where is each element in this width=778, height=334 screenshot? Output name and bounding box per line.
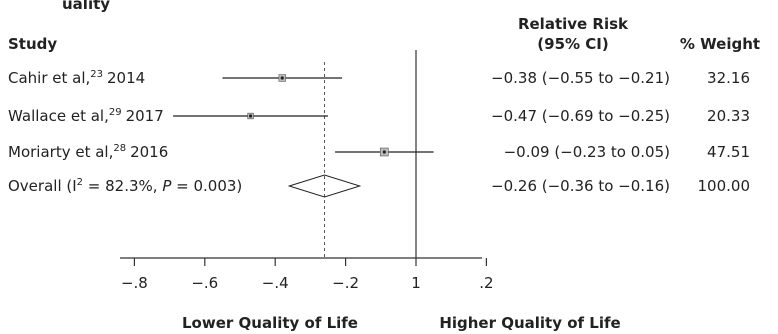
lower-quality-label: Lower Quality of Life — [182, 314, 358, 332]
x-tick-label: −.6 — [191, 274, 218, 292]
higher-quality-label: Higher Quality of Life — [439, 314, 620, 332]
study-label: Cahir et al,23 2014 — [8, 69, 145, 87]
point-estimate — [280, 76, 284, 80]
x-tick-label: 1 — [411, 274, 421, 292]
weight-column-header: % Weight — [680, 35, 760, 53]
chart-title-fragment: uality — [62, 0, 110, 13]
weight-value: 47.51 — [707, 143, 750, 161]
plot-marks: −.8 −.6 −.4 −.2 1 .2 — [120, 50, 494, 292]
weight-value: 32.16 — [707, 69, 750, 87]
point-estimate — [248, 114, 253, 118]
study-label: Wallace et al,29 2017 — [8, 107, 164, 125]
study-label: Moriarty et al,28 2016 — [8, 143, 168, 161]
ci-header: (95% CI) — [537, 35, 608, 53]
study-column-header: Study — [8, 35, 57, 53]
weight-value: 20.33 — [707, 107, 750, 125]
x-tick-label: .2 — [479, 274, 493, 292]
x-tick-label: −.2 — [332, 274, 359, 292]
ci-value: −0.47 (−0.69 to −0.25) — [491, 107, 670, 125]
relative-risk-header: Relative Risk — [518, 15, 629, 33]
ci-value: −0.09 (−0.23 to 0.05) — [504, 143, 670, 161]
x-tick-label: −.4 — [262, 274, 289, 292]
ci-value: −0.38 (−0.55 to −0.21) — [491, 69, 670, 87]
overall-ci-value: −0.26 (−0.36 to −0.16) — [491, 177, 670, 195]
overall-weight-value: 100.00 — [698, 177, 751, 195]
point-estimate — [382, 150, 386, 154]
x-tick-label: −.8 — [121, 274, 148, 292]
overall-diamond — [287, 174, 362, 198]
overall-label: Overall (I2 = 82.3%, P = 0.003) — [8, 177, 242, 195]
